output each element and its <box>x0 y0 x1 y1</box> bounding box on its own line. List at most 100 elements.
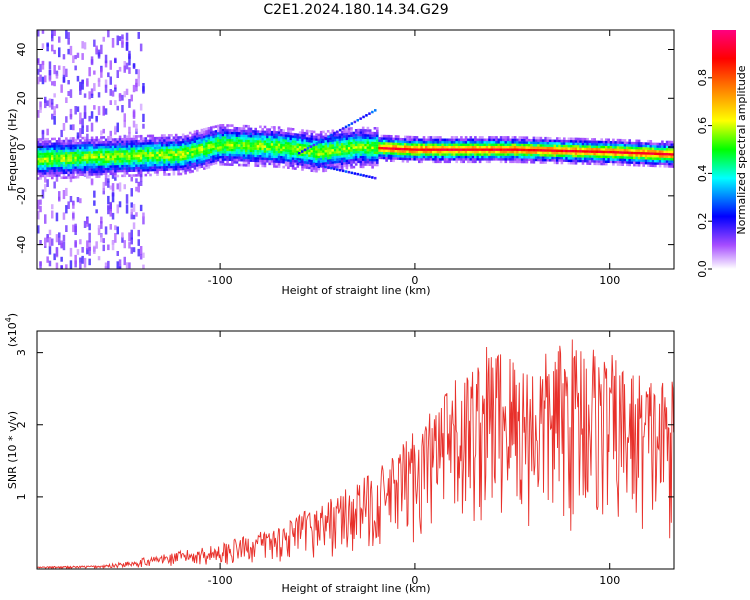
heat-cell <box>156 146 159 150</box>
heat-cell <box>523 138 526 142</box>
heat-cell <box>181 167 185 171</box>
heat-cell <box>376 129 379 133</box>
heat-cell <box>39 205 42 213</box>
heat-cell <box>420 143 423 146</box>
heat-cell <box>158 168 162 172</box>
heat-cell <box>331 144 335 147</box>
heat-cell <box>436 143 440 146</box>
heat-cell <box>478 136 482 139</box>
heat-cell <box>221 141 225 144</box>
heat-cell <box>411 155 414 158</box>
heat-cell <box>326 130 330 133</box>
heat-cell <box>231 160 234 164</box>
heat-cell <box>196 134 199 138</box>
heat-cell <box>670 160 674 163</box>
heat-cell <box>107 140 110 144</box>
heat-cell <box>62 159 66 162</box>
heat-cell <box>172 165 176 169</box>
heat-cell <box>55 247 59 257</box>
heat-cell <box>301 153 304 157</box>
heat-cell <box>217 132 220 135</box>
heat-cell <box>347 149 351 152</box>
heat-cell <box>203 167 206 170</box>
heat-cell <box>551 154 554 157</box>
heat-cell <box>242 137 246 140</box>
heat-cell <box>100 136 103 139</box>
colorbar-tick-label: 0.6 <box>696 117 709 135</box>
heat-cell <box>74 163 77 167</box>
heat-cell <box>612 148 615 151</box>
heat-cell <box>240 154 243 157</box>
heat-cell <box>668 155 671 158</box>
heat-cell <box>167 134 171 137</box>
heat-cell <box>39 199 42 205</box>
x-tick-label: 100 <box>599 274 620 287</box>
heat-cell <box>144 142 148 145</box>
heat-cell <box>593 162 596 166</box>
heat-cell <box>76 158 80 162</box>
heat-cell <box>390 152 393 155</box>
heat-cell <box>58 166 61 170</box>
heat-cell <box>51 162 54 165</box>
heat-cell <box>256 140 260 143</box>
heat-cell <box>441 145 444 149</box>
heat-cell <box>242 132 246 135</box>
heat-cell <box>574 154 578 158</box>
heat-cell <box>146 142 150 145</box>
heat-cell <box>196 151 199 155</box>
colorbar-tick-label: 0.4 <box>696 165 709 183</box>
heat-cell <box>114 150 117 153</box>
heat-cell <box>612 150 615 154</box>
heat-cell <box>572 142 575 146</box>
heat-cell <box>88 232 91 243</box>
heat-cell <box>422 150 426 154</box>
heat-cell <box>394 149 398 153</box>
heat-cell <box>637 161 641 165</box>
heat-cell <box>455 145 458 149</box>
heat-cell <box>212 160 215 163</box>
heat-cell <box>261 164 264 168</box>
heat-cell <box>51 147 54 151</box>
heat-cell <box>245 146 248 150</box>
heat-cell <box>612 163 615 166</box>
heat-cell <box>210 148 213 151</box>
heat-cell <box>373 141 377 145</box>
heat-cell <box>107 170 110 173</box>
heat-cell <box>532 156 536 159</box>
heat-cell <box>368 143 372 147</box>
heat-cell <box>86 175 89 179</box>
heat-cell <box>364 134 367 137</box>
heat-cell <box>224 158 227 161</box>
heat-cell <box>427 155 430 159</box>
heat-cell <box>44 137 47 141</box>
heat-cell <box>282 131 285 135</box>
heat-cell <box>637 139 641 143</box>
heat-cell <box>142 252 145 258</box>
heat-cell <box>203 145 206 148</box>
heat-cell <box>600 138 603 141</box>
heat-cell <box>368 158 372 162</box>
heat-cell <box>563 154 566 157</box>
heat-cell <box>76 52 80 58</box>
heat-cell <box>287 139 290 143</box>
heat-cell <box>233 131 236 135</box>
heat-cell <box>249 127 253 131</box>
heat-cell <box>368 139 372 142</box>
heat-cell <box>261 159 264 163</box>
heat-cell <box>411 140 414 144</box>
heat-cell <box>69 146 73 150</box>
heat-cell <box>490 138 494 142</box>
heat-cell <box>86 146 89 149</box>
heat-cell <box>415 155 419 159</box>
heat-cell <box>245 134 248 138</box>
heat-cell <box>95 155 98 159</box>
heat-cell <box>619 151 622 154</box>
heat-cell <box>125 157 129 160</box>
heat-cell <box>441 148 444 151</box>
heat-cell <box>581 142 585 146</box>
heat-cell <box>81 53 84 60</box>
heat-cell <box>326 154 330 157</box>
heat-cell <box>135 157 138 160</box>
heat-cell <box>483 155 487 159</box>
heat-cell <box>318 164 321 167</box>
